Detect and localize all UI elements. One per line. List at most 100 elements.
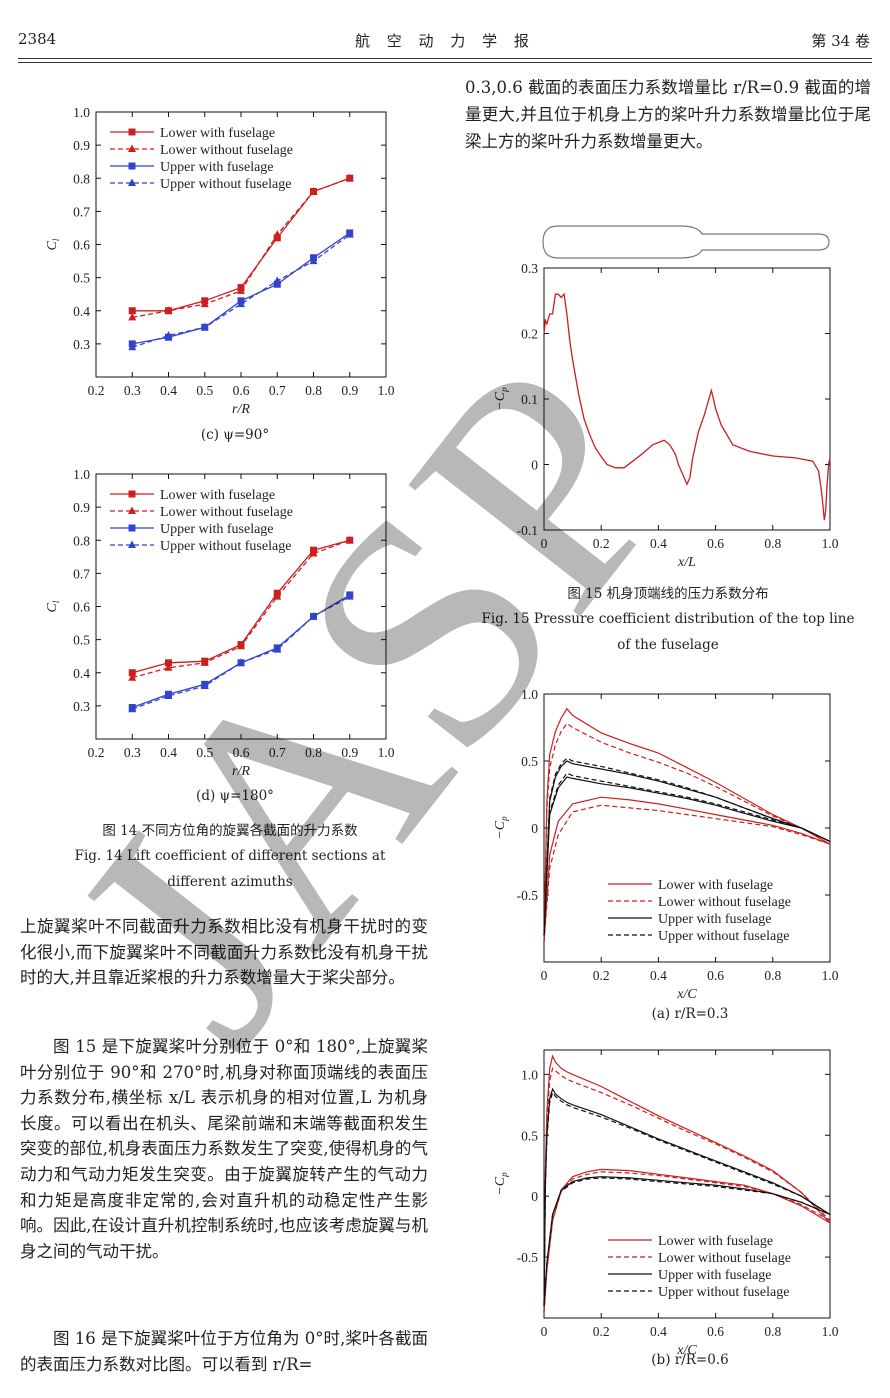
x-tick-label: 0 [541, 968, 548, 983]
x-tick-label: 0.4 [650, 1324, 667, 1339]
series-line-lower-surface [543, 772, 831, 936]
x-tick-label: 1.0 [378, 383, 395, 398]
y-tick-label: 0 [531, 821, 538, 836]
series-line-upper-surface [543, 722, 831, 942]
data-point-triangle [237, 299, 245, 308]
y-tick-label: -0.5 [517, 1250, 539, 1265]
plot-frame [543, 267, 831, 531]
x-tick-label: 0.9 [341, 745, 358, 760]
figure-16a-chart: 0 0.2 0.4 0.6 0.8 1.0 -0.5 0 0.5 1.0 x/C −Cp Lower w… [493, 687, 839, 1002]
data-point-triangle [273, 645, 282, 653]
y-tick-label: -0.1 [517, 523, 538, 538]
x-axis-label: x/C [676, 987, 697, 1002]
figure-14c-chart: 0.2 0.3 0.4 0.5 0.6 0.7 0.8 0.9 1.0 0.3 0.4 0.5 0.6 0… [45, 105, 395, 417]
series-line [132, 177, 351, 319]
header-rule-thin [18, 62, 872, 63]
x-tick-label: 1.0 [378, 745, 395, 760]
series-line-upper-surface [543, 757, 831, 936]
data-point-triangle [128, 673, 137, 681]
y-tick-label: 0.3 [73, 337, 90, 352]
data-point-triangle [345, 592, 354, 600]
x-tick-label: 0.8 [764, 1324, 781, 1339]
legend-label: Lower without fuselage [160, 143, 293, 158]
y-tick-label: 0.1 [521, 392, 538, 407]
x-tick-label: 0.6 [707, 968, 724, 983]
journal-title: 航 空 动 力 学 报 [355, 32, 535, 50]
data-point-triangle [345, 173, 354, 182]
x-tick-label: 0.2 [88, 383, 105, 398]
figure-15-caption-en-1: Fig. 15 Pressure coefficient distributio… [481, 611, 855, 627]
y-tick-label: 0.5 [521, 1128, 538, 1143]
data-point-triangle [309, 187, 318, 195]
left-paragraph-3: 图 16 是下旋翼桨叶位于方位角为 0°时,桨叶各截面的表面压力系数对比图。可以… [20, 1329, 428, 1374]
data-point-triangle [237, 641, 245, 650]
data-point-triangle [237, 286, 245, 294]
x-tick-label: 0.6 [233, 745, 250, 760]
header-rule-thick [18, 58, 872, 59]
y-tick-label: 0.7 [73, 566, 90, 581]
x-tick-label: 0.2 [593, 1324, 610, 1339]
legend-label: Lower without fuselage [658, 1251, 791, 1266]
data-point-triangle [309, 549, 318, 557]
series-line [132, 539, 350, 674]
legend-label: Upper with fuselage [160, 522, 274, 537]
y-axis-label: Cl [45, 238, 61, 250]
x-axis-label: r/R [232, 402, 250, 417]
x-axis-label: x/C [676, 1343, 697, 1358]
series-line-lower-surface [543, 776, 831, 936]
y-axis-label: −Cp [493, 387, 509, 411]
left-paragraph-2: 图 15 是下旋翼桨叶分别位于 0°和 180°,上旋翼桨叶分别位于 90°和 … [20, 1037, 428, 1261]
data-point-square [128, 128, 136, 136]
x-tick-label: 0.6 [707, 536, 724, 551]
y-tick-label: 0.5 [73, 633, 90, 648]
y-tick-label: 0 [531, 1189, 538, 1204]
data-point-triangle [200, 658, 209, 666]
left-paragraph-1: 上旋翼桨叶不同截面升力系数相比没有机身干扰时的变化很小,而下旋翼桨叶不同截面升力… [20, 917, 428, 987]
data-point-triangle [164, 331, 173, 339]
x-tick-label: 0.4 [160, 745, 177, 760]
fuselage-outline-icon [542, 225, 830, 259]
y-axis-label: −Cp [493, 816, 509, 840]
y-tick-label: 0.8 [73, 533, 90, 548]
y-tick-label: 0.5 [521, 754, 538, 769]
data-point-square [128, 162, 136, 170]
data-point-triangle [164, 691, 173, 699]
series-line-upper-surface [543, 1091, 831, 1306]
data-point-triangle [128, 506, 136, 514]
y-tick-label: 0.2 [521, 327, 538, 342]
data-point-triangle [164, 306, 173, 314]
data-point-triangle [128, 342, 137, 351]
data-point-square [273, 234, 281, 242]
data-point-square [128, 307, 136, 315]
data-point-triangle [164, 663, 173, 671]
legend-label: Lower without fuselage [160, 505, 293, 520]
series-line [543, 292, 831, 521]
data-point-triangle [128, 178, 136, 186]
legend-label: Lower with fuselage [160, 488, 275, 503]
data-point-square [128, 669, 136, 677]
data-point-triangle [345, 230, 354, 238]
x-tick-label: 1.0 [822, 968, 839, 983]
data-point-square [128, 490, 136, 498]
x-axis-label: r/R [232, 764, 250, 779]
y-tick-label: -0.5 [517, 888, 539, 903]
figure-15-caption-en-2: of the fuselage [617, 637, 719, 653]
y-axis-label: Cl [45, 600, 61, 612]
page-number: 2384 [18, 30, 57, 48]
y-tick-label: 0.9 [73, 500, 90, 515]
x-tick-label: 0.2 [593, 536, 610, 551]
series-line-lower-surface [543, 1171, 831, 1312]
data-point-triangle [200, 299, 209, 308]
x-axis-label: x/L [677, 555, 696, 570]
data-point-triangle [128, 540, 136, 548]
data-point-triangle [273, 276, 282, 284]
right-top-paragraph: 0.3,0.6 截面的表面压力系数增量比 r/R=0.9 截面的增量更大,并且位… [465, 78, 871, 151]
x-tick-label: 0.7 [269, 745, 286, 760]
x-tick-label: 0.8 [764, 536, 781, 551]
x-tick-label: 0.9 [341, 383, 358, 398]
figure-15-chart: 0 0.2 0.4 0.6 0.8 1.0-0.100.10.20.3x/L−Cp [493, 261, 839, 570]
data-point-triangle [309, 256, 318, 265]
y-tick-label: 0.3 [73, 699, 90, 714]
figure-14-caption-en-2: different azimuths [167, 874, 293, 890]
legend-label: Upper without fuselage [658, 1285, 789, 1300]
